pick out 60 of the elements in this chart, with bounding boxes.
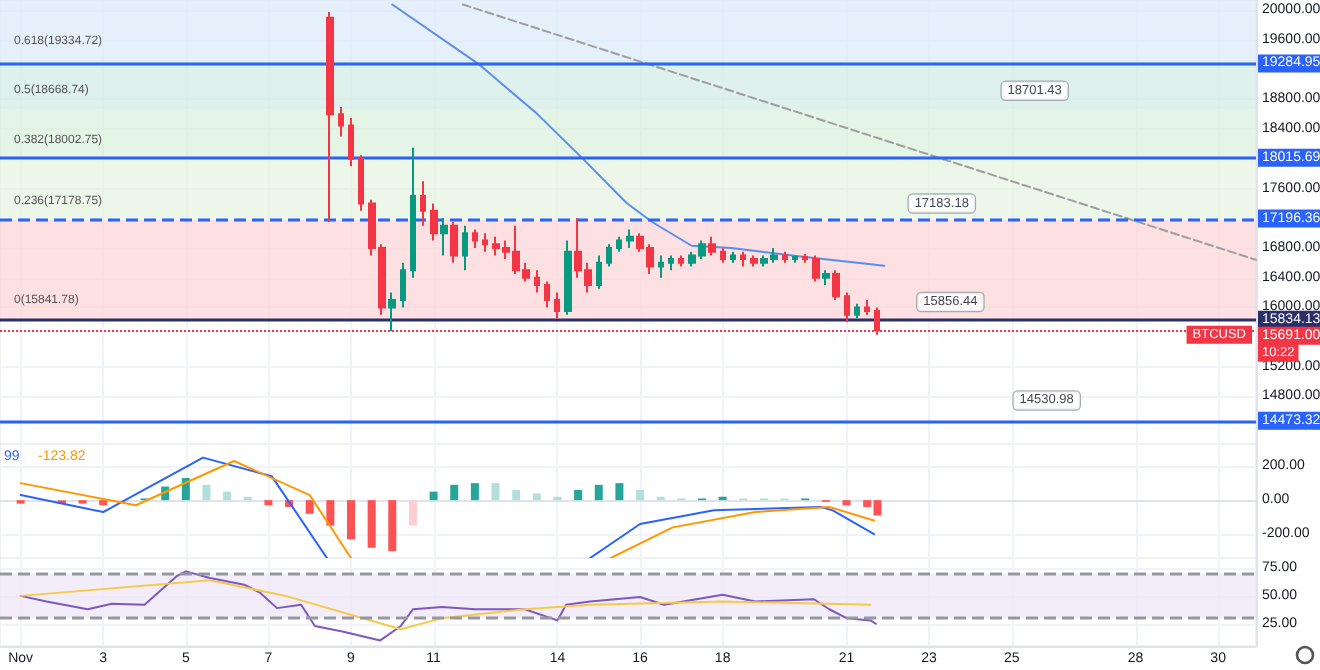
candlestick: [812, 254, 820, 283]
candlestick: [832, 269, 840, 301]
candlestick: [338, 105, 344, 138]
candlestick: [678, 254, 684, 268]
candlestick: [440, 217, 448, 257]
candlestick: [626, 228, 634, 249]
candlestick: [388, 291, 396, 333]
bar: [470, 483, 479, 501]
bar: [408, 500, 417, 526]
candlestick: [472, 228, 478, 249]
bar: [491, 483, 500, 501]
bar: [574, 489, 583, 501]
candlestick: [668, 254, 674, 272]
bar: [512, 489, 521, 501]
bar: [326, 500, 335, 526]
candlestick: [358, 154, 364, 212]
candlestick: [544, 280, 550, 309]
candlestick: [740, 250, 746, 268]
bar: [615, 483, 624, 501]
candlestick: [400, 261, 406, 309]
candlestick: [720, 246, 726, 264]
bar: [842, 500, 851, 506]
candlestick: [564, 239, 572, 316]
candlestick: [554, 291, 560, 320]
bar: [367, 500, 376, 548]
candlestick: [844, 291, 850, 324]
candlestick: [854, 302, 860, 320]
bar: [636, 489, 645, 501]
bar: [532, 493, 541, 501]
candlestick: [420, 180, 426, 227]
bar: [305, 500, 314, 514]
bar: [450, 484, 459, 501]
candlestick: [802, 252, 808, 264]
candlestick: [482, 232, 488, 253]
candlestick: [822, 269, 830, 287]
bar: [202, 484, 211, 501]
candlestick: [616, 235, 622, 253]
candlestick: [430, 202, 438, 242]
candlestick: [534, 269, 540, 294]
candlestick: [658, 254, 664, 279]
candlestick: [450, 221, 458, 264]
bar: [429, 491, 438, 501]
candlestick: [596, 254, 602, 290]
candlestick: [606, 243, 612, 268]
candlestick: [462, 224, 468, 272]
bar: [388, 500, 397, 552]
bar: [223, 491, 232, 501]
candlestick: [326, 10, 334, 223]
candlestick: [410, 146, 416, 279]
bar: [594, 484, 603, 501]
candlestick: [864, 298, 870, 316]
bar: [264, 500, 273, 506]
bar: [346, 500, 355, 540]
candlestick: [708, 235, 716, 257]
candlestick: [792, 254, 798, 264]
candlestick: [730, 250, 736, 264]
candlestick: [782, 250, 788, 264]
bar: [99, 500, 108, 506]
candlestick: [348, 117, 354, 168]
candlestick: [750, 254, 758, 268]
